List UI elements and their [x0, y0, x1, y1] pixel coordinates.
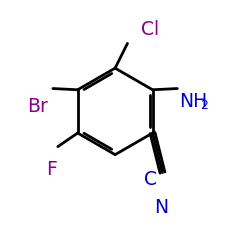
Text: Cl: Cl: [141, 20, 159, 39]
Text: C: C: [144, 170, 156, 190]
Text: NH: NH: [180, 92, 208, 111]
Text: F: F: [46, 160, 57, 179]
Text: 2: 2: [200, 99, 208, 112]
Text: Br: Br: [28, 97, 48, 116]
Text: N: N: [154, 198, 168, 216]
